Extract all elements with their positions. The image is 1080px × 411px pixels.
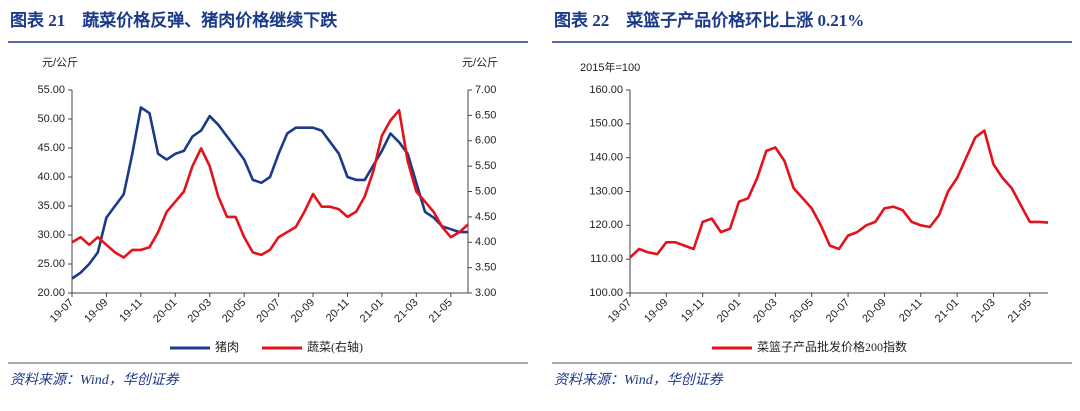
x-tick-label: 20-07 — [254, 297, 282, 325]
y-tick-label: 160.00 — [589, 84, 623, 96]
y-tick-label: 110.00 — [590, 253, 623, 265]
x-tick-label: 19-09 — [82, 297, 110, 325]
x-tick-label: 19-09 — [642, 297, 670, 325]
x-tick-label: 21-05 — [427, 297, 455, 325]
x-tick-label: 21-01 — [933, 297, 961, 325]
y-axis-label: 元/公斤 — [42, 56, 78, 69]
source: 资料来源：Wind，华创证券 — [10, 372, 180, 388]
x-tick-label: 20-07 — [824, 297, 852, 325]
y2-tick-label: 7.00 — [475, 84, 496, 96]
legend-label: 猪肉 — [215, 340, 239, 354]
series-line — [629, 129, 1049, 259]
x-tick-label: 19-07 — [48, 297, 76, 325]
y-tick-label: 55.00 — [37, 84, 65, 96]
chart-title: 图表 21 蔬菜价格反弹、猪肉价格继续下跌 — [10, 10, 338, 30]
series-line — [71, 109, 469, 259]
x-tick-label: 21-03 — [969, 297, 997, 325]
y2-tick-label: 5.50 — [475, 160, 496, 172]
source: 资料来源：Wind，华创证券 — [554, 372, 724, 388]
x-tick-label: 20-01 — [715, 297, 743, 325]
x-tick-label: 21-05 — [1006, 297, 1034, 325]
series-line — [71, 106, 468, 280]
x-tick-label: 19-11 — [679, 297, 707, 325]
y-tick-label: 35.00 — [37, 200, 65, 212]
x-tick-label: 20-11 — [897, 297, 925, 325]
y2-tick-label: 4.50 — [475, 211, 496, 223]
y2-tick-label: 6.50 — [475, 109, 496, 121]
x-tick-label: 21-01 — [358, 297, 386, 325]
y-tick-label: 25.00 — [37, 258, 65, 270]
x-tick-label: 20-09 — [860, 297, 888, 325]
y-tick-label: 140.00 — [589, 152, 623, 164]
x-tick-label: 21-03 — [392, 297, 420, 325]
y-tick-label: 130.00 — [589, 185, 623, 197]
y-tick-label: 50.00 — [37, 113, 65, 125]
chart-title: 图表 22 菜篮子产品价格环比上涨 0.21% — [554, 10, 864, 30]
y-tick-label: 30.00 — [37, 229, 65, 241]
y2-axis-label: 元/公斤 — [462, 56, 498, 69]
y-tick-label: 120.00 — [589, 219, 623, 231]
y2-tick-label: 3.00 — [475, 287, 496, 299]
x-tick-label: 20-09 — [289, 297, 317, 325]
x-tick-label: 20-01 — [151, 297, 179, 325]
x-tick-label: 20-05 — [220, 297, 248, 325]
x-tick-label: 19-07 — [606, 297, 634, 325]
y-tick-label: 100.00 — [589, 287, 623, 299]
y-tick-label: 150.00 — [589, 118, 623, 130]
y2-tick-label: 4.00 — [475, 236, 496, 248]
legend-label: 菜篮子产品批发价格200指数 — [757, 339, 907, 354]
x-tick-label: 20-03 — [186, 297, 214, 325]
y2-tick-label: 5.00 — [475, 185, 496, 197]
y-axis-label: 2015年=100 — [580, 60, 640, 74]
y-tick-label: 20.00 — [37, 287, 65, 299]
y-tick-label: 40.00 — [37, 171, 65, 183]
y-tick-label: 45.00 — [37, 142, 65, 154]
y2-tick-label: 6.00 — [475, 135, 496, 147]
legend-label: 蔬菜(右轴) — [307, 339, 363, 354]
x-tick-label: 20-11 — [324, 297, 352, 325]
x-tick-label: 20-05 — [788, 297, 816, 325]
x-tick-label: 20-03 — [751, 297, 779, 325]
x-tick-label: 19-11 — [117, 297, 145, 325]
y2-tick-label: 3.50 — [475, 262, 496, 274]
